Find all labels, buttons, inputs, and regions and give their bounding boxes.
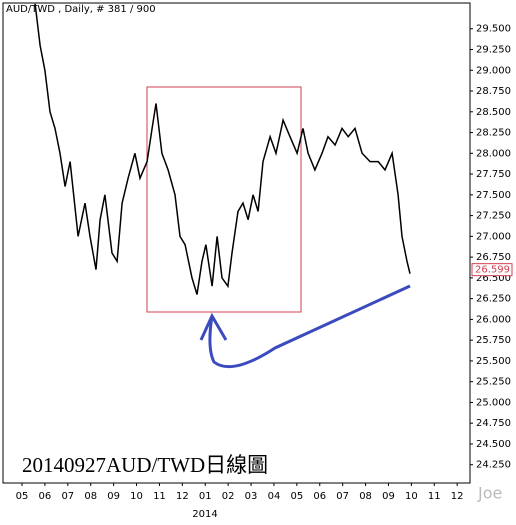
y-tick-label: 25.000 [476,397,511,408]
x-tick-label: 03 [245,491,258,502]
x-tick-label: 08 [84,491,97,502]
x-tick-label: 12 [451,491,464,502]
y-tick-label: 28.500 [476,107,511,118]
arrow-head [199,312,228,341]
last-price-label: 26.599 [475,265,510,276]
x-tick-label: 12 [176,491,189,502]
y-tick-label: 25.500 [476,356,511,367]
watermark: Joe [477,484,502,503]
x-tick-label: 10 [405,491,418,502]
y-tick-label: 26.500 [476,273,511,284]
y-tick-label: 26.000 [476,314,511,325]
y-tick-label: 27.750 [476,169,511,180]
y-tick-label: 25.250 [476,377,511,388]
x-tick-label: 09 [382,491,395,502]
y-tick-label: 27.000 [476,231,511,242]
y-tick-label: 26.250 [476,294,511,305]
arrow [208,284,411,369]
year-label: 2014 [192,509,217,520]
x-tick-label: 07 [61,491,74,502]
x-tick-label: 06 [313,491,326,502]
y-tick-label: 29.500 [476,24,511,35]
chart-title: AUD/TWD , Daily, # 381 / 900 [6,4,156,15]
x-tick-label: 07 [336,491,349,502]
x-tick-label: 05 [290,491,303,502]
y-tick-label: 29.000 [476,65,511,76]
y-tick-label: 28.250 [476,128,511,139]
x-tick-label: 09 [107,491,120,502]
last-price-box [471,263,513,277]
y-tick-label: 27.500 [476,190,511,201]
y-tick-label: 26.750 [476,252,511,263]
x-tick-label: 05 [16,491,29,502]
x-tick-label: 11 [428,491,441,502]
x-tick-label: 10 [130,491,143,502]
y-tick-label: 27.250 [476,211,511,222]
y-tick-label: 25.750 [476,335,511,346]
y-tick-label: 24.750 [476,418,511,429]
x-tick-label: 08 [359,491,372,502]
x-tick-label: 04 [268,491,281,502]
plot-frame [2,2,471,484]
x-tick-label: 02 [222,491,235,502]
y-tick-label: 28.750 [476,86,511,97]
x-tick-label: 01 [199,491,212,502]
price-line [34,3,411,295]
highlight-box [146,86,302,313]
y-tick-label: 24.500 [476,439,511,450]
y-tick-label: 24.250 [476,460,511,471]
x-tick-label: 11 [153,491,166,502]
y-tick-label: 29.250 [476,45,511,56]
x-tick-label: 06 [39,491,52,502]
annotation: 20140927AUD/TWD日線圖 [22,453,268,477]
y-tick-label: 28.000 [476,148,511,159]
